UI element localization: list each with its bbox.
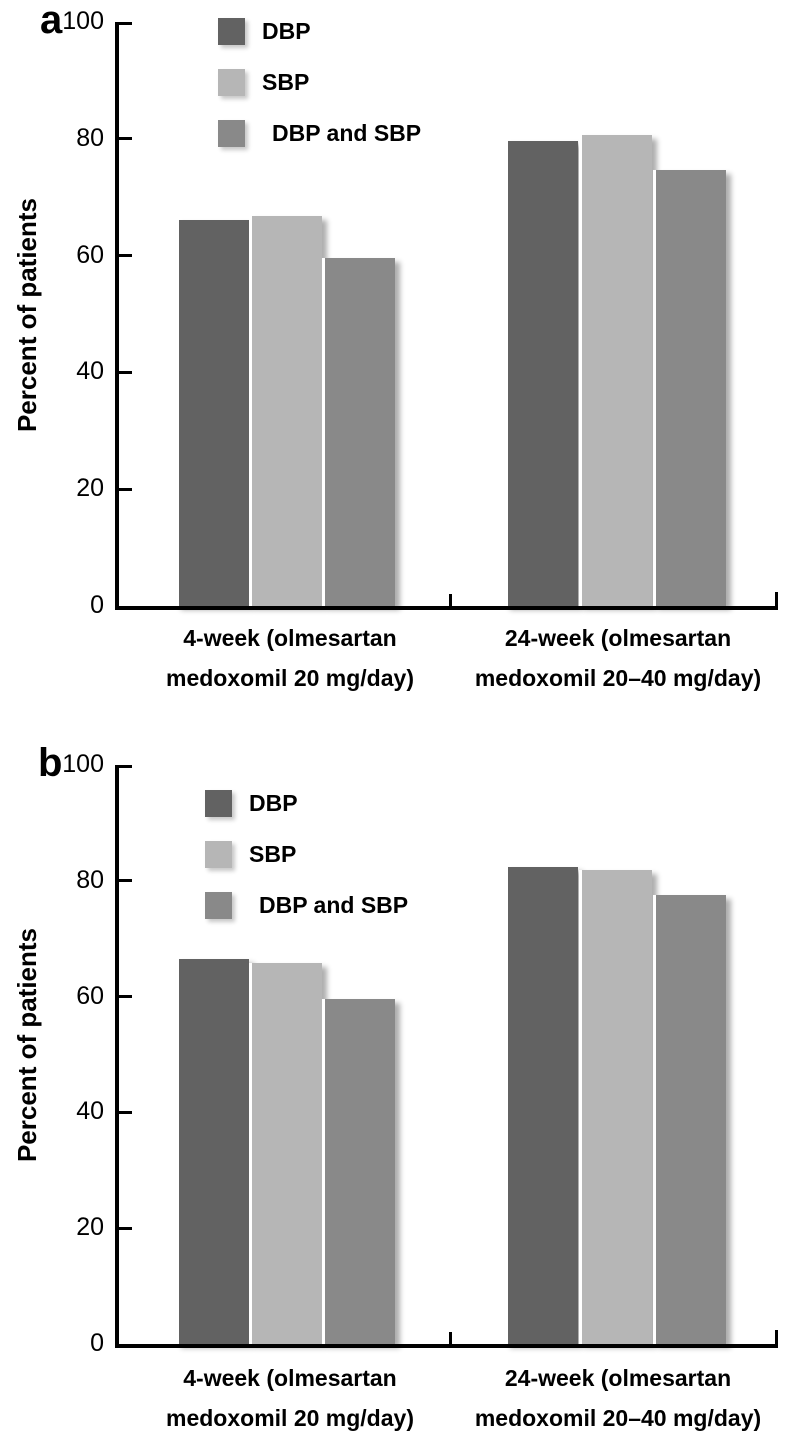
y-axis-label: Percent of patients [12, 197, 42, 433]
x-tick-end [775, 1330, 778, 1344]
legend-swatch-icon [218, 120, 245, 147]
legend-item-dbp: DBP [218, 18, 421, 45]
x-category-label-line: medoxomil 20 mg/day) [166, 665, 414, 691]
x-category-label-line: 24-week (olmesartan [504, 625, 732, 651]
x-category-label-group2: 24-week (olmesartan medoxomil 20–40 mg/da… [438, 618, 786, 698]
legend-item-sbp: SBP [205, 841, 408, 868]
y-tick [119, 995, 132, 999]
x-category-label-group1: 4-week (olmesartan medoxomil 20 mg/day) [110, 618, 470, 698]
panel-letter-a: a [40, 0, 63, 42]
x-tick-middle [449, 594, 452, 606]
legend-swatch-icon [205, 841, 232, 868]
y-tick-label: 100 [62, 7, 104, 35]
x-tick-middle [449, 1332, 452, 1344]
y-tick-label: 80 [76, 123, 104, 152]
legend-swatch-icon [205, 892, 232, 919]
x-category-label-group2: 24-week (olmesartan medoxomil 20–40 mg/da… [438, 1358, 786, 1438]
bar-a-sbp-group1 [249, 215, 322, 606]
panel-letter-b: b [38, 741, 63, 785]
bar-b-sbp-group1 [249, 963, 322, 1344]
y-tick [119, 137, 132, 141]
legend-item-dbp-and-sbp: DBP and SBP [218, 120, 421, 147]
bar-b-dbp-group1 [176, 958, 249, 1344]
bar-a-dbp-group2 [505, 140, 578, 606]
y-tick-label: 60 [76, 981, 104, 1010]
panel-b: b Percent of patients 100 80 60 40 20 0 DBP SBP DB… [0, 713, 786, 1431]
legend-label: SBP [249, 841, 297, 867]
y-tick-label: 40 [76, 1097, 104, 1126]
y-tick-label: 60 [76, 240, 104, 269]
y-tick [119, 370, 132, 374]
legend-label: DBP and SBP [272, 120, 422, 146]
legend-label: SBP [262, 69, 310, 95]
legend-item-dbp: DBP [205, 790, 408, 817]
x-category-label-line: medoxomil 20 mg/day) [166, 1405, 414, 1431]
x-tick-end [775, 592, 778, 606]
bar-b-sbp-group2 [579, 869, 652, 1344]
y-tick-label: 40 [76, 357, 104, 386]
y-tick-label: 20 [76, 474, 104, 503]
bar-a-dbp-and-sbp-group1 [322, 257, 395, 606]
x-category-label-line: medoxomil 20–40 mg/day) [474, 665, 762, 691]
y-tick [119, 487, 132, 491]
y-tick [119, 1110, 132, 1114]
y-tick-label: 20 [76, 1213, 104, 1242]
plot-area-a [115, 22, 778, 610]
legend-item-sbp: SBP [218, 69, 421, 96]
y-tick-label: 100 [62, 750, 104, 778]
legend: DBP SBP DBP and SBP [205, 790, 408, 943]
x-category-label-line: 4-week (olmesartan [183, 1365, 397, 1391]
bar-a-dbp-and-sbp-group2 [653, 169, 726, 606]
y-tick [119, 765, 132, 768]
x-category-label-line: 4-week (olmesartan [183, 625, 397, 651]
x-category-label-line: medoxomil 20–40 mg/day) [474, 1405, 762, 1431]
y-tick [119, 1226, 132, 1230]
y-tick-label: 0 [90, 1329, 104, 1357]
legend-item-dbp-and-sbp: DBP and SBP [205, 892, 408, 919]
y-tick [119, 254, 132, 258]
legend-swatch-icon [218, 18, 245, 45]
legend-label: DBP [262, 18, 311, 44]
x-category-label-group1: 4-week (olmesartan medoxomil 20 mg/day) [110, 1358, 470, 1438]
legend-swatch-icon [205, 790, 232, 817]
y-axis-label: Percent of patients [12, 927, 42, 1163]
legend-label: DBP [249, 790, 298, 816]
plot-area-b [115, 765, 778, 1348]
y-tick-label: 0 [90, 591, 104, 619]
bar-a-dbp-group1 [176, 219, 249, 606]
panel-a: a Percent of patients 100 80 60 40 20 0 DBP SBP DB… [0, 0, 786, 713]
bar-a-sbp-group2 [579, 135, 652, 606]
legend-swatch-icon [218, 69, 245, 96]
bar-b-dbp-and-sbp-group1 [322, 998, 395, 1344]
legend: DBP SBP DBP and SBP [218, 18, 421, 171]
bar-b-dbp-and-sbp-group2 [653, 895, 726, 1344]
bar-b-dbp-group2 [505, 866, 578, 1344]
x-category-label-line: 24-week (olmesartan [504, 1365, 732, 1391]
y-tick [119, 879, 132, 883]
y-tick-label: 80 [76, 865, 104, 894]
legend-label: DBP and SBP [259, 892, 409, 918]
y-tick [119, 22, 132, 25]
